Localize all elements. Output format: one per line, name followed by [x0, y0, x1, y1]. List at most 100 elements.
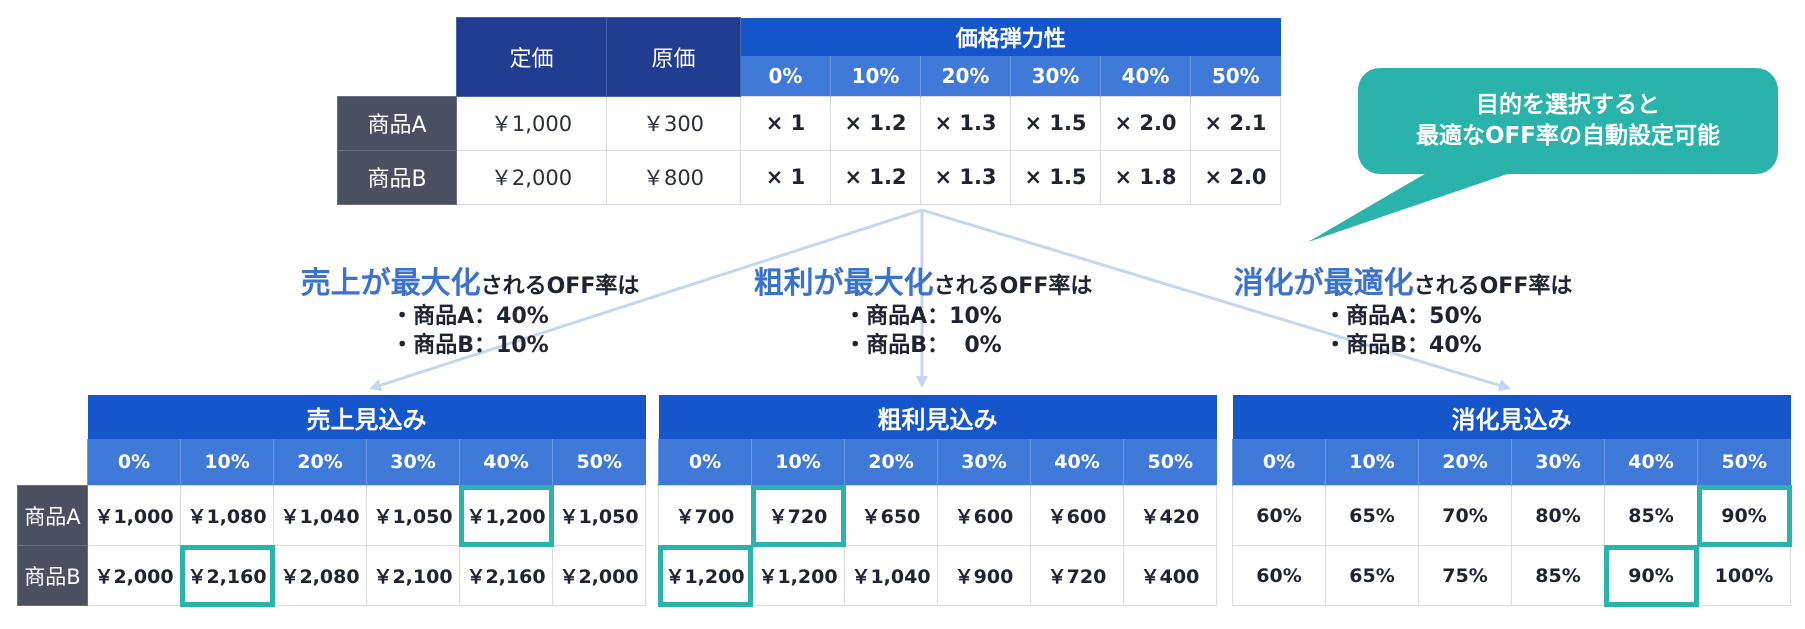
consume-col-header: 0%: [1232, 439, 1326, 486]
sales-cell: ￥1,080: [180, 485, 274, 546]
sales-cell-highlighted: ￥1,200: [458, 484, 554, 547]
multiplier-cell: × 1: [740, 149, 831, 205]
gross-col-header: 50%: [1123, 439, 1217, 486]
table-row: 商品B ￥2,000 ￥800 × 1 × 1.2 × 1.3 × 1.5 × …: [337, 149, 1281, 205]
table-row: 商品B ￥2,000 ￥2,160 ￥2,080 ￥2,100 ￥2,160 ￥…: [17, 544, 646, 607]
row-label-product-a: 商品A: [337, 95, 457, 151]
multiplier-cell: × 1: [740, 95, 831, 151]
goal-gross-line-a: ・商品A：10%: [844, 304, 1002, 329]
goal-sales-line-b: ・商品B：10%: [391, 333, 549, 358]
sales-cell: ￥1,000: [87, 485, 181, 546]
multiplier-cell: × 1.5: [1010, 95, 1101, 151]
elasticity-col-0: 0%: [740, 55, 831, 96]
consume-cell: 100%: [1697, 545, 1791, 606]
gross-col-header: 0%: [658, 439, 752, 486]
gross-cell: ￥720: [1030, 545, 1124, 606]
gross-cell: ￥600: [937, 485, 1031, 546]
sales-cell: ￥2,000: [87, 545, 181, 606]
multiplier-cell: × 2.0: [1100, 95, 1191, 151]
gross-col-header: 20%: [844, 439, 938, 486]
table-row: ￥700 ￥720 ￥650 ￥600 ￥600 ￥420: [658, 484, 1217, 547]
consume-col-header: 30%: [1511, 439, 1605, 486]
sales-col-header: 20%: [273, 439, 367, 486]
cost-a: ￥300: [606, 95, 741, 151]
sales-col-header: 0%: [87, 439, 181, 486]
multiplier-cell: × 1.2: [830, 95, 921, 151]
sales-forecast-table: 売上見込み 0% 10% 20% 30% 40% 50% 商品A ￥1,000 …: [17, 395, 646, 607]
goal-consume-line-a: ・商品A：50%: [1324, 304, 1482, 329]
goal-sales-line-a: ・商品A：40%: [391, 304, 549, 329]
sales-cell-highlighted: ￥2,160: [179, 544, 275, 607]
multiplier-cell: × 1.3: [920, 95, 1011, 151]
elasticity-col-40: 40%: [1100, 55, 1191, 96]
goal-gross-accent: 粗利が最大化: [753, 266, 934, 301]
gross-cell: ￥400: [1123, 545, 1217, 606]
callout-tail: [1308, 168, 1525, 242]
consume-cell-highlighted: 90%: [1603, 544, 1699, 607]
consume-cell: 80%: [1511, 485, 1605, 546]
goal-consume-suffix: されるOFF率は: [1413, 274, 1573, 299]
goal-consume-label: 消化が最適化されるOFF率は ・商品A：50% ・商品B：40%: [1218, 258, 1588, 360]
price-elasticity-table: 定価 原価 価格弾力性 0% 10% 20% 30% 40% 50% 商品A ￥…: [337, 17, 1281, 205]
consume-col-header: 10%: [1325, 439, 1419, 486]
sales-col-header: 50%: [552, 439, 646, 486]
elasticity-col-50: 50%: [1190, 55, 1281, 96]
goal-sales-label: 売上が最大化されるOFF率は ・商品A：40% ・商品B：10%: [280, 258, 660, 360]
sales-cell: ￥1,050: [366, 485, 460, 546]
row-label-product-b: 商品B: [337, 149, 457, 205]
gross-cell-highlighted: ￥1,200: [657, 544, 753, 607]
goal-sales-suffix: されるOFF率は: [480, 274, 640, 299]
sales-cell: ￥1,040: [273, 485, 367, 546]
table-row: 商品A ￥1,000 ￥1,080 ￥1,040 ￥1,050 ￥1,200 ￥…: [17, 484, 646, 547]
gross-cell: ￥700: [658, 485, 752, 546]
goal-consume-accent: 消化が最適化: [1233, 266, 1414, 301]
header-list-price: 定価: [456, 17, 607, 97]
list-price-a: ￥1,000: [456, 95, 607, 151]
gross-forecast-title: 粗利見込み: [658, 395, 1217, 439]
callout-line-1: 目的を選択すると: [1476, 92, 1660, 118]
gross-cell: ￥900: [937, 545, 1031, 606]
consume-cell: 75%: [1418, 545, 1512, 606]
goal-gross-line-b: ・商品B： 0%: [844, 333, 1002, 358]
gross-col-header: 10%: [751, 439, 845, 486]
gross-cell: ￥1,200: [751, 545, 845, 606]
consume-cell: 65%: [1325, 485, 1419, 546]
row-label-product-a: 商品A: [17, 485, 88, 546]
sales-col-header: 40%: [459, 439, 553, 486]
goal-gross-title: 粗利が最大化されるOFF率は: [738, 258, 1108, 302]
gross-cell: ￥600: [1030, 485, 1124, 546]
multiplier-cell: × 2.0: [1190, 149, 1281, 205]
sales-cell: ￥2,080: [273, 545, 367, 606]
cost-b: ￥800: [606, 149, 741, 205]
gross-cell: ￥650: [844, 485, 938, 546]
list-price-b: ￥2,000: [456, 149, 607, 205]
consume-cell-highlighted: 90%: [1696, 484, 1792, 547]
table-row: 商品A ￥1,000 ￥300 × 1 × 1.2 × 1.3 × 1.5 × …: [337, 95, 1281, 151]
goal-consume-line-b: ・商品B：40%: [1324, 333, 1482, 358]
gross-cell: ￥420: [1123, 485, 1217, 546]
sales-col-header: 10%: [180, 439, 274, 486]
consume-cell: 85%: [1604, 485, 1698, 546]
consume-cell: 60%: [1232, 485, 1326, 546]
goal-sales-title: 売上が最大化されるOFF率は: [280, 258, 660, 302]
consume-cell: 85%: [1511, 545, 1605, 606]
gross-col-header: 40%: [1030, 439, 1124, 486]
goal-gross-label: 粗利が最大化されるOFF率は ・商品A：10% ・商品B： 0%: [738, 258, 1108, 360]
elasticity-col-10: 10%: [830, 55, 921, 96]
goal-consume-title: 消化が最適化されるOFF率は: [1218, 258, 1588, 302]
corner-blank: [18, 439, 88, 486]
sales-col-header: 30%: [366, 439, 460, 486]
multiplier-cell: × 1.8: [1100, 149, 1191, 205]
connector-to-consume: [921, 208, 1511, 392]
sales-cell: ￥2,160: [459, 545, 553, 606]
goal-sales-accent: 売上が最大化: [300, 266, 481, 301]
auto-setting-callout: 目的を選択すると 最適なOFF率の自動設定可能: [1358, 68, 1778, 174]
consume-cell: 70%: [1418, 485, 1512, 546]
row-label-product-b: 商品B: [17, 545, 88, 606]
multiplier-cell: × 1.5: [1010, 149, 1101, 205]
consume-col-header: 40%: [1604, 439, 1698, 486]
gross-col-header: 30%: [937, 439, 1031, 486]
multiplier-cell: × 1.3: [920, 149, 1011, 205]
consume-cell: 65%: [1325, 545, 1419, 606]
